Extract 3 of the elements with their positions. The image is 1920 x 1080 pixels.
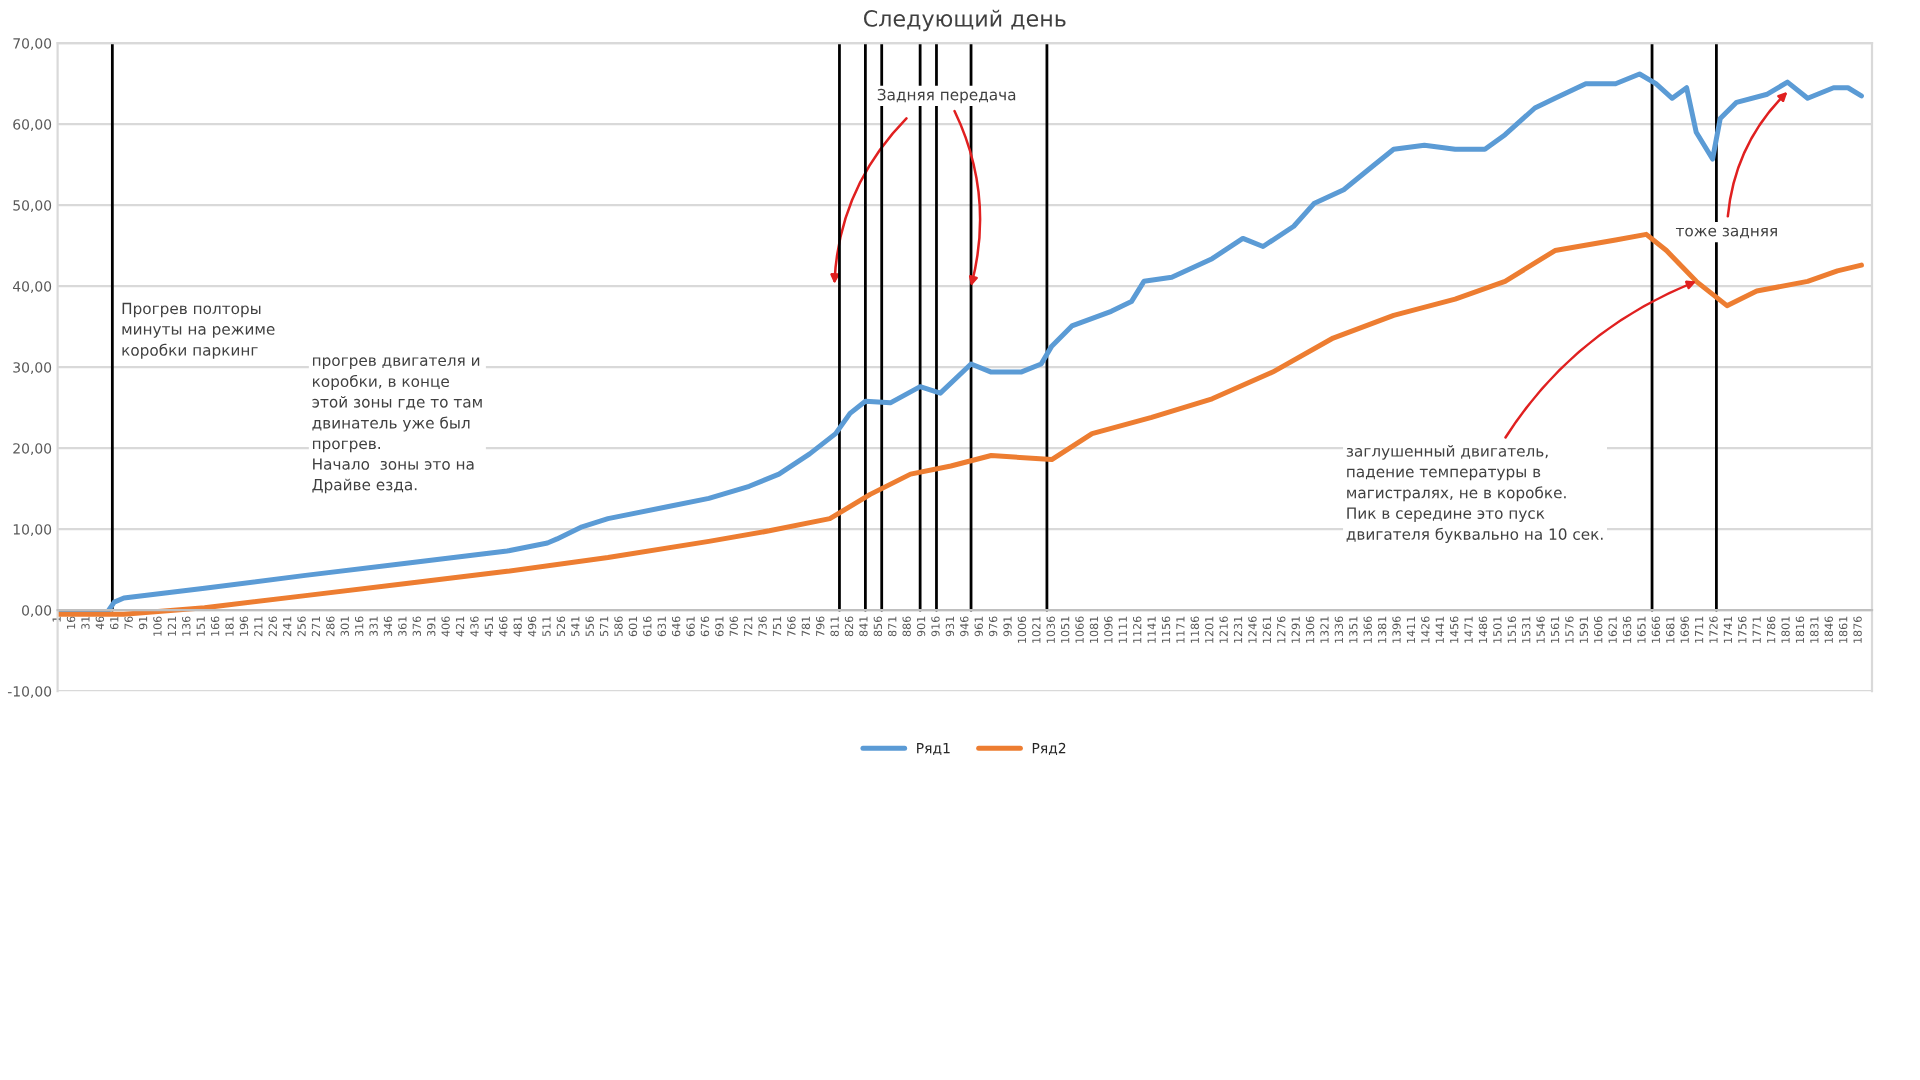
chart-title: Следующий день: [863, 9, 1066, 32]
line-series: [57, 71, 1864, 616]
line-series: [57, 231, 1864, 617]
